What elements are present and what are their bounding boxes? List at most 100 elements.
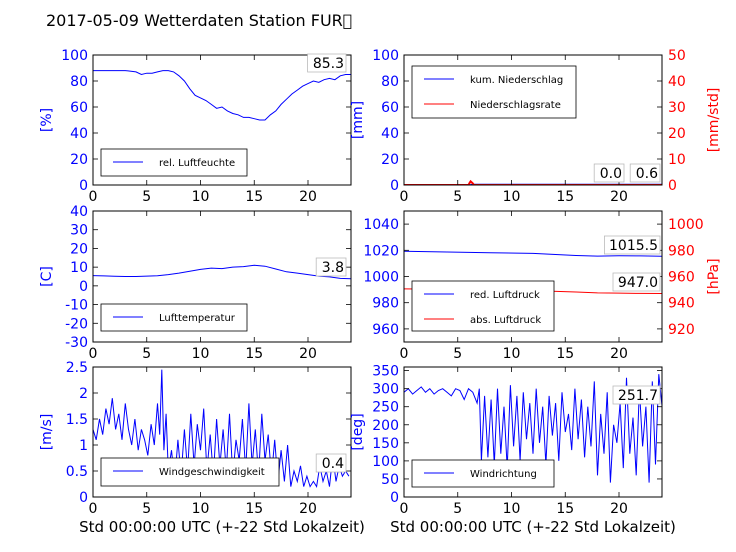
x-tick-label: 20 [610,346,628,362]
y-axis-label: [C] [39,266,55,287]
series-line-1 [93,264,351,280]
y-tick-label: 20 [70,241,88,257]
value-annotation-box [629,163,661,183]
value-annotation-box [315,257,347,277]
x-tick-label: 20 [610,189,628,205]
figure-title: 2017-05-09 Wetterdaten Station FUR  [46,11,352,30]
value-annotation-box [612,272,661,292]
y-tick-label: 1.5 [66,412,88,428]
y-tick-label: 40 [70,126,88,142]
x-tick-label: 10 [192,346,210,362]
legend-box [411,280,555,332]
y-tick-label: 10 [70,260,88,276]
y-tick-label: 1 [79,438,88,454]
y-tick-label: 80 [381,74,399,90]
x-tick-label: 5 [453,501,462,517]
plot-frame [403,366,663,498]
y-axis-label: [m/s] [39,414,55,451]
value-annotation: 1015.5 [609,238,658,254]
y-axis-label: [deg] [350,413,366,450]
y-tick-label: 980 [372,296,399,312]
x-axis-label: Std 00:00:00 UTC (+-22 Std Lokalzeit) [79,518,365,536]
x-tick-label: 0 [400,501,409,517]
y-tick-label: 20 [381,152,399,168]
chart-panel-2: 0 5 10 15 20 0 20 40 60 80 100 0 10 20 30 40 50 [mm] [mm/s… [350,48,722,205]
legend-entry: Windrichtung [470,469,537,480]
x-tick-label: 0 [400,346,409,362]
y-tick-label: -20 [65,316,88,332]
chart-panel-3: 0 5 10 15 20 -30 -20 -10 0 10 20 30 40 [C] Lufttempera… [39,204,352,362]
y-tick-label: 960 [372,322,399,338]
y-right-tick-label: 40 [668,74,686,90]
chart-panel-6: 0 5 10 15 20050100150200250300350[deg]Windri… [350,364,676,536]
x-tick-label: 20 [610,501,628,517]
x-tick-label: 5 [142,189,151,205]
y-tick-label: 1020 [363,243,399,259]
y-tick-label: 1040 [363,217,399,233]
legend-entry: red. Luftdruck [470,290,540,301]
y-axis-label: [mm] [350,101,366,139]
y-right-tick-label: 980 [668,243,695,259]
y-tick-label: 50 [381,472,399,488]
y-tick-label: 60 [381,100,399,116]
chart-panel-1: 0 5 10 15 20 0 20 40 60 80 100 [%] rel. Luftfeuchte 8… [39,48,352,205]
y-tick-label: 250 [372,400,399,416]
x-tick-label: 20 [299,501,317,517]
x-tick-label: 10 [192,189,210,205]
chart-panel-4: 0 5 10 15 20 960 980 1000 1020 1040 920 940 960 980 10… [363,210,722,362]
value-annotation: 0.0 [600,166,622,182]
plot-frame [403,54,663,186]
series-line-1 [404,250,662,257]
y-tick-label: 2 [79,386,88,402]
value-annotation: 0.4 [322,456,344,472]
y-tick-label: 1000 [363,270,399,286]
y-tick-label: 2.5 [66,360,88,376]
x-tick-label: 5 [142,346,151,362]
legend-box [100,457,280,487]
y-tick-label: 60 [70,100,88,116]
plot-frame [92,54,352,186]
y-right-tick-label: 10 [668,152,686,168]
y-tick-label: 100 [372,48,399,64]
x-tick-label: 15 [245,346,263,362]
y-tick-label: 80 [70,74,88,90]
x-tick-label: 15 [556,346,574,362]
y-right-tick-label: 0 [668,178,677,194]
value-annotation-box [612,385,661,405]
y-tick-label: 100 [61,48,88,64]
x-tick-label: 0 [89,189,98,205]
y-tick-label: 350 [372,364,399,380]
y-tick-label: 200 [372,418,399,434]
x-tick-label: 5 [453,346,462,362]
x-tick-label: 10 [503,501,521,517]
x-tick-label: 0 [400,189,409,205]
y-right-tick-label: 940 [668,296,695,312]
y-right-tick-label: 20 [668,126,686,142]
y-tick-label: 0.5 [66,464,88,480]
x-tick-label: 5 [453,189,462,205]
value-annotation: 251.7 [618,388,658,404]
value-annotation: 947.0 [618,275,658,291]
value-annotation-box [315,453,347,473]
y-tick-label: 40 [70,204,88,220]
plot-frame [92,366,352,498]
y-tick-label: 150 [372,436,399,452]
y-tick-label: -10 [65,298,88,314]
value-annotation: 3.8 [322,260,344,276]
x-axis-label: Std 00:00:00 UTC (+-22 Std Lokalzeit) [390,518,676,536]
series-line-1 [404,374,662,483]
y-tick-label: 30 [70,223,88,239]
x-tick-label: 15 [556,189,574,205]
legend-entry: Lufttemperatur [159,313,236,324]
y-axis-label: [%] [39,108,55,132]
value-annotation-box [604,235,661,255]
y-tick-label: 20 [70,152,88,168]
chart-panel-5: 0 5 10 15 20 0 0.5 1 1.5 2 2.5 [m/s] Windgeschwindig… [39,360,365,536]
legend-box [411,65,577,119]
legend-entry: abs. Luftdruck [470,315,541,326]
y-right-tick-label: 50 [668,48,686,64]
legend-entry: Niederschlagsrate [470,100,561,111]
y-tick-label: 0 [79,178,88,194]
y-tick-label: 0 [79,490,88,506]
